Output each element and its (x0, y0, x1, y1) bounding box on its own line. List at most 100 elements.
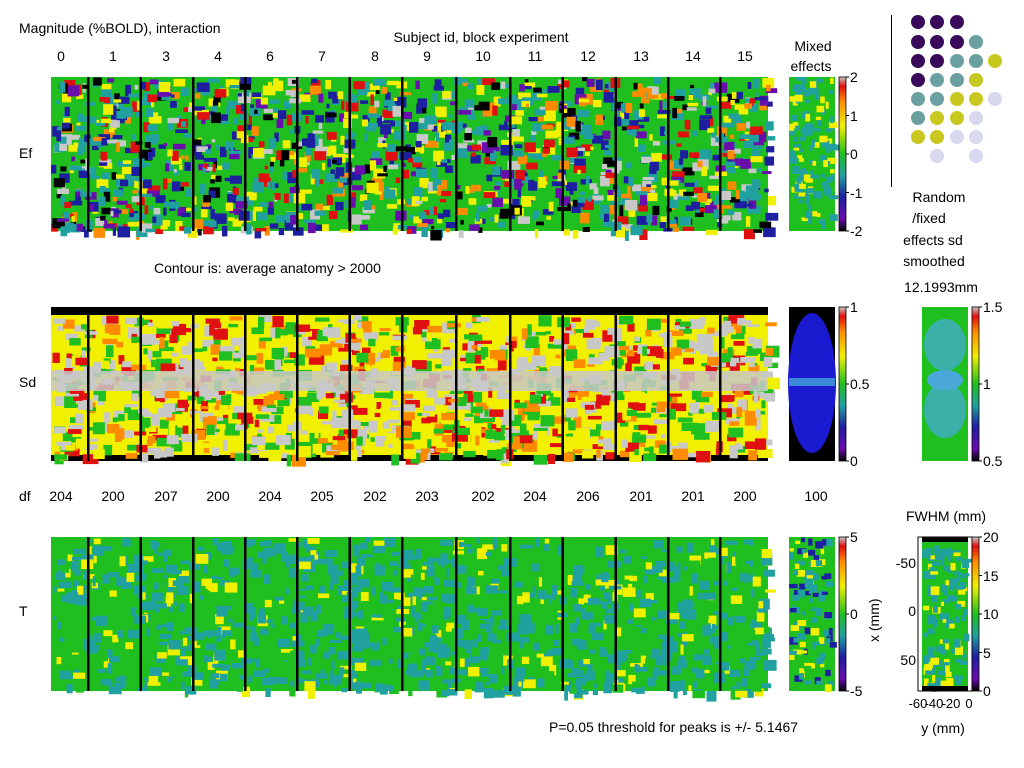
heatmap-cell (292, 636, 296, 643)
heatmap-cell (468, 198, 477, 205)
subject-label: 0 (57, 48, 65, 64)
heatmap-cell (613, 650, 626, 662)
heatmap-cell (132, 101, 140, 112)
heatmap-cell (737, 317, 746, 326)
heatmap-cell (740, 658, 746, 663)
heatmap-cell (712, 623, 716, 634)
heatmap-cell (268, 138, 277, 149)
heatmap-cell (640, 194, 648, 206)
heatmap-cell (104, 97, 111, 104)
heatmap-cell (458, 669, 468, 675)
heatmap-cell (678, 158, 684, 165)
panel-top-border (51, 307, 768, 315)
heatmap-cell (514, 430, 529, 436)
heatmap-cell (689, 88, 701, 98)
heatmap-cell (729, 197, 740, 203)
heatmap-cell (328, 211, 338, 220)
heatmap-cell (425, 448, 432, 453)
heatmap-cell (314, 679, 320, 688)
heatmap-cell (603, 438, 612, 450)
heatmap-cell (167, 178, 172, 183)
heatmap-cell (521, 331, 536, 341)
heatmap-cell (268, 81, 272, 86)
heatmap-cell (732, 211, 742, 221)
heatmap-cell (798, 158, 804, 162)
heatmap-cell (214, 89, 227, 98)
heatmap-cell (633, 546, 642, 555)
heatmap-cell (181, 87, 189, 96)
heatmap-cell (104, 95, 117, 106)
heatmap-cell (627, 352, 641, 364)
heatmap-cell (635, 131, 647, 139)
heatmap-cell (828, 121, 838, 129)
heatmap-cell (828, 680, 834, 686)
heatmap-cell (963, 587, 968, 592)
heatmap-cell (704, 552, 716, 559)
heatmap-cell (183, 227, 192, 234)
heatmap-cell (366, 122, 378, 129)
heatmap-cell (278, 228, 285, 236)
heatmap-cell (253, 670, 267, 677)
heatmap-cell (645, 192, 658, 202)
heatmap-cell (516, 99, 525, 111)
heatmap-cell (297, 446, 311, 458)
heatmap-cell (541, 124, 554, 130)
heatmap-cell (479, 652, 489, 661)
heatmap-cell (692, 130, 698, 137)
df-value: 200 (206, 488, 230, 504)
heatmap-cell (803, 552, 809, 558)
heatmap-cell (546, 649, 554, 657)
heatmap-cell (66, 353, 72, 360)
heatmap-cell (398, 564, 411, 569)
heatmap-cell (271, 181, 275, 191)
heatmap-cell (130, 607, 137, 616)
heatmap-cell (613, 679, 624, 687)
heatmap-cell (213, 328, 228, 340)
heatmap-cell (205, 582, 214, 591)
heatmap-cell (205, 318, 220, 324)
df-value: 200 (101, 488, 125, 504)
heatmap-cell (582, 540, 592, 547)
heatmap-cell (942, 619, 947, 623)
heatmap-cell (693, 654, 703, 661)
heatmap-cell (648, 634, 660, 646)
heatmap-cell (627, 350, 635, 357)
legend-dot (969, 35, 983, 49)
heatmap-cell (718, 612, 728, 619)
heatmap-cell (763, 227, 776, 238)
heatmap-cell (923, 605, 930, 611)
heatmap-cell (384, 186, 391, 192)
heatmap-cell (251, 563, 259, 574)
heatmap-cell (316, 138, 323, 150)
heatmap-cell (592, 99, 602, 108)
colorbar-random-fixed (971, 306, 982, 462)
heatmap-cell (800, 593, 804, 598)
heatmap-cell (490, 431, 504, 436)
heatmap-cell (254, 109, 258, 114)
heatmap-cell (120, 430, 133, 438)
heatmap-cell (517, 155, 528, 165)
heatmap-cell (674, 96, 685, 101)
subject-separator (244, 537, 247, 691)
heatmap-cell (448, 338, 456, 343)
heatmap-cell (214, 213, 227, 224)
heatmap-cell (814, 94, 820, 100)
heatmap-cell (588, 625, 596, 634)
heatmap-cell (607, 189, 614, 196)
heatmap-cell (570, 587, 577, 598)
df-value: 200 (733, 488, 757, 504)
heatmap-cell (122, 166, 134, 175)
heatmap-cell (379, 190, 384, 200)
heatmap-cell (948, 623, 955, 629)
heatmap-cell (493, 690, 505, 698)
heatmap-cell (555, 624, 559, 634)
heatmap-cell (205, 149, 211, 155)
heatmap-cell (300, 430, 308, 435)
heatmap-cell (316, 449, 321, 454)
heatmap-cell (421, 662, 427, 674)
heatmap-cell (494, 350, 506, 361)
heatmap-cell (349, 338, 361, 350)
heatmap-cell (332, 96, 339, 104)
colorbar-tick-label: 20 (983, 529, 999, 545)
heatmap-cell (357, 86, 368, 96)
